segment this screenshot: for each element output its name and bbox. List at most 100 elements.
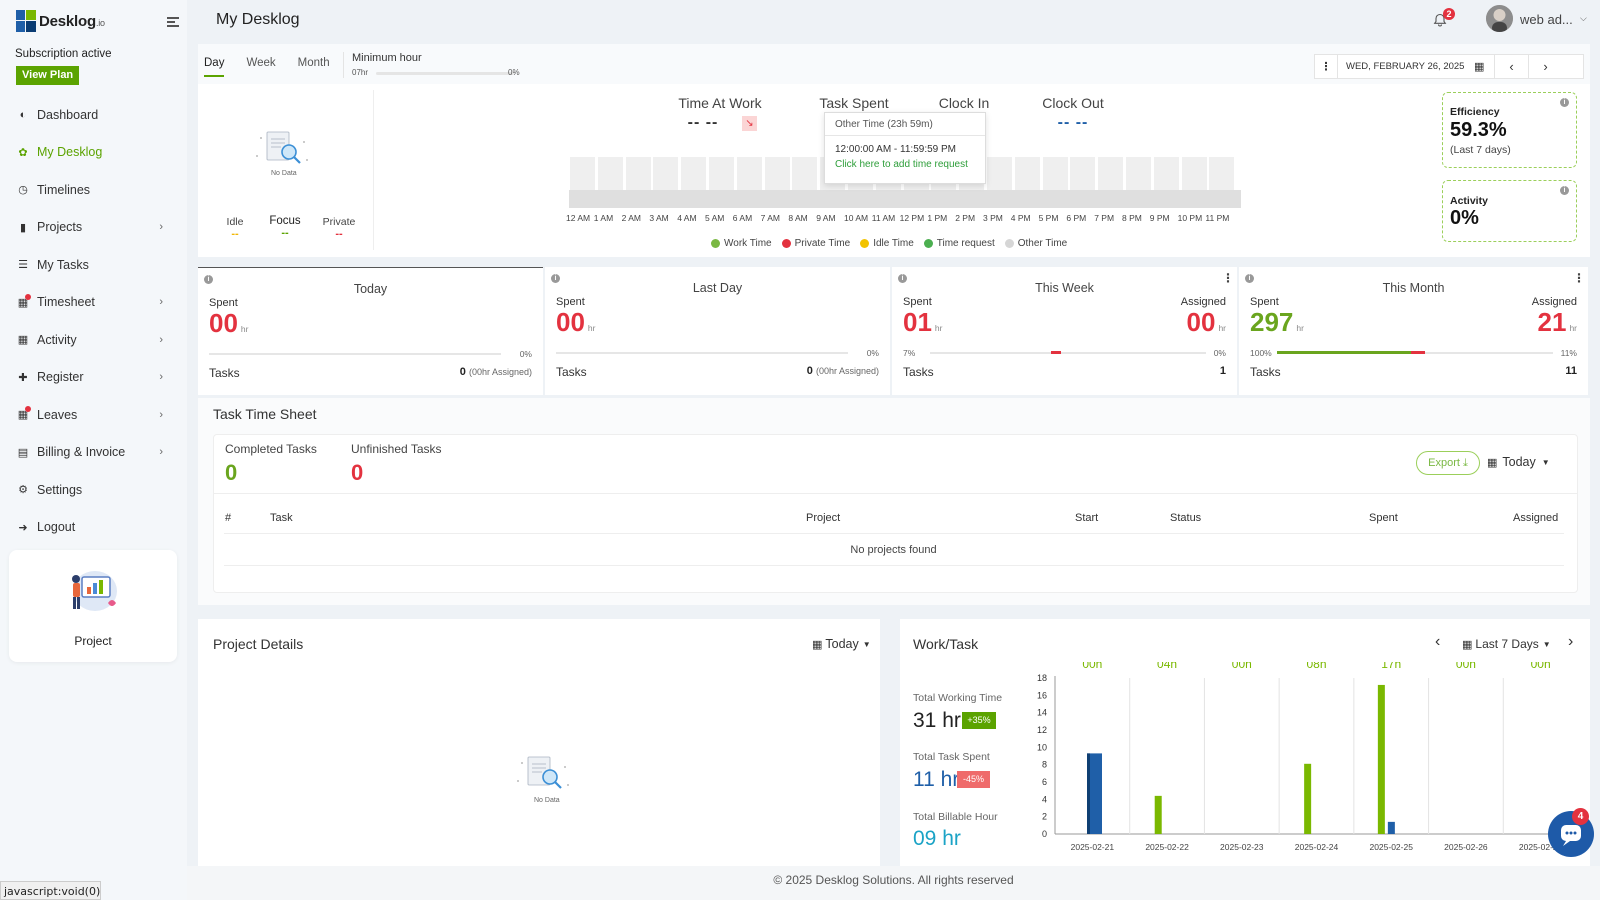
timeline-hour-cell[interactable] [792,157,818,191]
y-tick-label: 2 [1042,812,1047,822]
sidebar-item-my-desklog[interactable]: ✿ My Desklog [0,134,187,172]
more-options-icon[interactable]: ⋮ [1222,271,1234,285]
project-card-label: Project [74,634,112,648]
focus-stat-value: -- [281,227,289,239]
logo[interactable]: Desklog.io [16,10,105,32]
stat-task-spent-label: Task Spent [819,95,889,111]
export-button[interactable]: Export ⤓ [1416,451,1480,475]
timeline-hour-cell[interactable] [736,157,762,191]
tab-week[interactable]: Week [246,57,276,69]
efficiency-title: Efficiency [1450,106,1500,118]
sidebar-item-label: Projects [37,220,83,235]
sidebar-item-billing-invoice[interactable]: ▤ Billing & Invoice › [0,434,187,472]
sidebar-item-settings[interactable]: ⚙ Settings [0,471,187,509]
sidebar-item-projects[interactable]: ▮ Projects › [0,209,187,247]
tab-month[interactable]: Month [297,57,330,69]
calendar-icon: ▦ [1462,638,1473,651]
timeline-hour-cell[interactable] [1014,157,1040,191]
sidebar-item-register[interactable]: ✚ Register › [0,359,187,397]
timeline-hour-cell[interactable] [764,157,790,191]
more-options-icon[interactable]: ⋮ [1573,271,1585,285]
timeline-hour-cell[interactable] [1209,157,1235,191]
logo-text: Desklog.io [39,12,105,30]
timesheet-icon: ▦ [17,296,29,309]
menu-toggle-icon[interactable] [167,17,179,27]
assigned-note: (00hr Assigned) [468,367,532,377]
info-icon[interactable]: i [898,274,907,283]
task-range-dropdown[interactable]: ▦ Today ▼ [1487,455,1550,469]
stat-time-at-work-value: -- -- [687,114,719,131]
timeline-hour-cell[interactable] [653,157,679,191]
timeline-hour-cell[interactable] [1126,157,1151,191]
project-range-dropdown[interactable]: ▦ Today ▼ [812,637,871,651]
timeline-hour-cell[interactable] [1153,157,1179,191]
chevron-right-icon: › [159,446,163,459]
tasks-number: 0 [459,366,466,378]
sidebar-item-dashboard[interactable]: ◐ Dashboard [0,96,187,134]
completed-tasks-value: 0 [225,460,238,485]
timeline-hour-cell[interactable] [709,157,734,191]
tab-day[interactable]: Day [204,57,225,77]
info-icon[interactable]: i [551,274,560,283]
chevron-down-icon[interactable]: ⌵ [1580,13,1587,23]
total-billable-label: Total Billable Hour [913,811,998,823]
timeline-track[interactable] [569,190,1241,208]
download-icon: ⤓ [1462,457,1468,469]
sidebar-item-activity[interactable]: ▦ Activity › [0,321,187,359]
legend-item: Other Time [1004,238,1067,249]
page-title: My Desklog [216,11,300,28]
sidebar-item-label: Activity [37,332,77,347]
task-time-sheet-inner [213,434,1578,593]
info-icon[interactable]: i [204,275,213,284]
project-card[interactable]: Project [9,550,177,662]
timeline-hour-cell[interactable] [597,157,623,191]
sidebar-item-logout[interactable]: ➜ Logout [0,509,187,547]
calendar-icon[interactable]: ▦ [1474,61,1485,73]
view-plan-button[interactable]: View Plan [16,66,80,85]
chevron-right-icon: › [159,408,163,421]
timeline-hour-cell[interactable] [625,157,651,191]
sidebar-item-label: Dashboard [37,107,99,122]
timeline-hour-cell[interactable] [681,157,707,191]
timeline-hour-label: 9 AM [816,213,836,223]
info-icon[interactable]: i [1245,274,1254,283]
sidebar-item-label: Timesheet [37,295,95,310]
prev-week-button[interactable]: ‹ [1435,633,1441,650]
timeline-hour-cell[interactable] [987,157,1012,191]
user-name[interactable]: web ad... [1520,12,1573,27]
column-header-project: Project [806,512,841,524]
timeline-hour-cell[interactable] [1070,157,1096,191]
spent-pct: 7% [903,348,916,358]
spent-number: 00 [556,307,585,337]
timeline-hour-cell[interactable] [570,157,595,191]
book-icon: ▮ [19,221,27,234]
work-range-dropdown[interactable]: ▦ Last 7 Days ▼ [1462,637,1551,651]
work-task-card [900,619,1590,866]
logo-icon [16,10,36,32]
more-options-icon[interactable]: ⋮ [1320,61,1332,73]
next-week-button[interactable]: › [1568,633,1574,650]
info-icon[interactable]: i [1560,98,1569,107]
sidebar-item-timelines[interactable]: ◷ Timelines [0,171,187,209]
add-time-request-link[interactable]: Click here to add time request [835,159,968,170]
info-icon[interactable]: i [1560,186,1569,195]
date-display[interactable]: WED, FEBRUARY 26, 2025 [1346,61,1465,72]
stat-time-at-work-label: Time At Work [678,95,762,111]
bell-icon[interactable] [1433,13,1447,27]
spent-pct: 100% [1250,348,1272,358]
sidebar-item-timesheet[interactable]: ▦ Timesheet › [0,284,187,322]
sidebar-item-leaves[interactable]: ▦ Leaves › [0,396,187,434]
unfinished-tasks-label: Unfinished Tasks [351,442,442,456]
timeline-hour-cell[interactable] [1181,157,1207,191]
next-date-button[interactable]: › [1543,59,1548,74]
x-tick-label: 2025-02-25 [1369,842,1413,852]
timeline-hour-cell[interactable] [1042,157,1068,191]
prev-date-button[interactable]: ‹ [1509,59,1514,74]
no-data-label: No Data [534,797,560,804]
divider [224,533,1564,534]
avatar[interactable] [1486,5,1513,32]
summary-card-last-day: i Last Day Spent 00 hr 0% Tasks 0 (00hr Assigne… [545,267,890,395]
timeline-hour-cell[interactable] [1098,157,1124,191]
sidebar-item-my-tasks[interactable]: ☰ My Tasks [0,246,187,284]
task-time-sheet-title: Task Time Sheet [213,406,317,422]
